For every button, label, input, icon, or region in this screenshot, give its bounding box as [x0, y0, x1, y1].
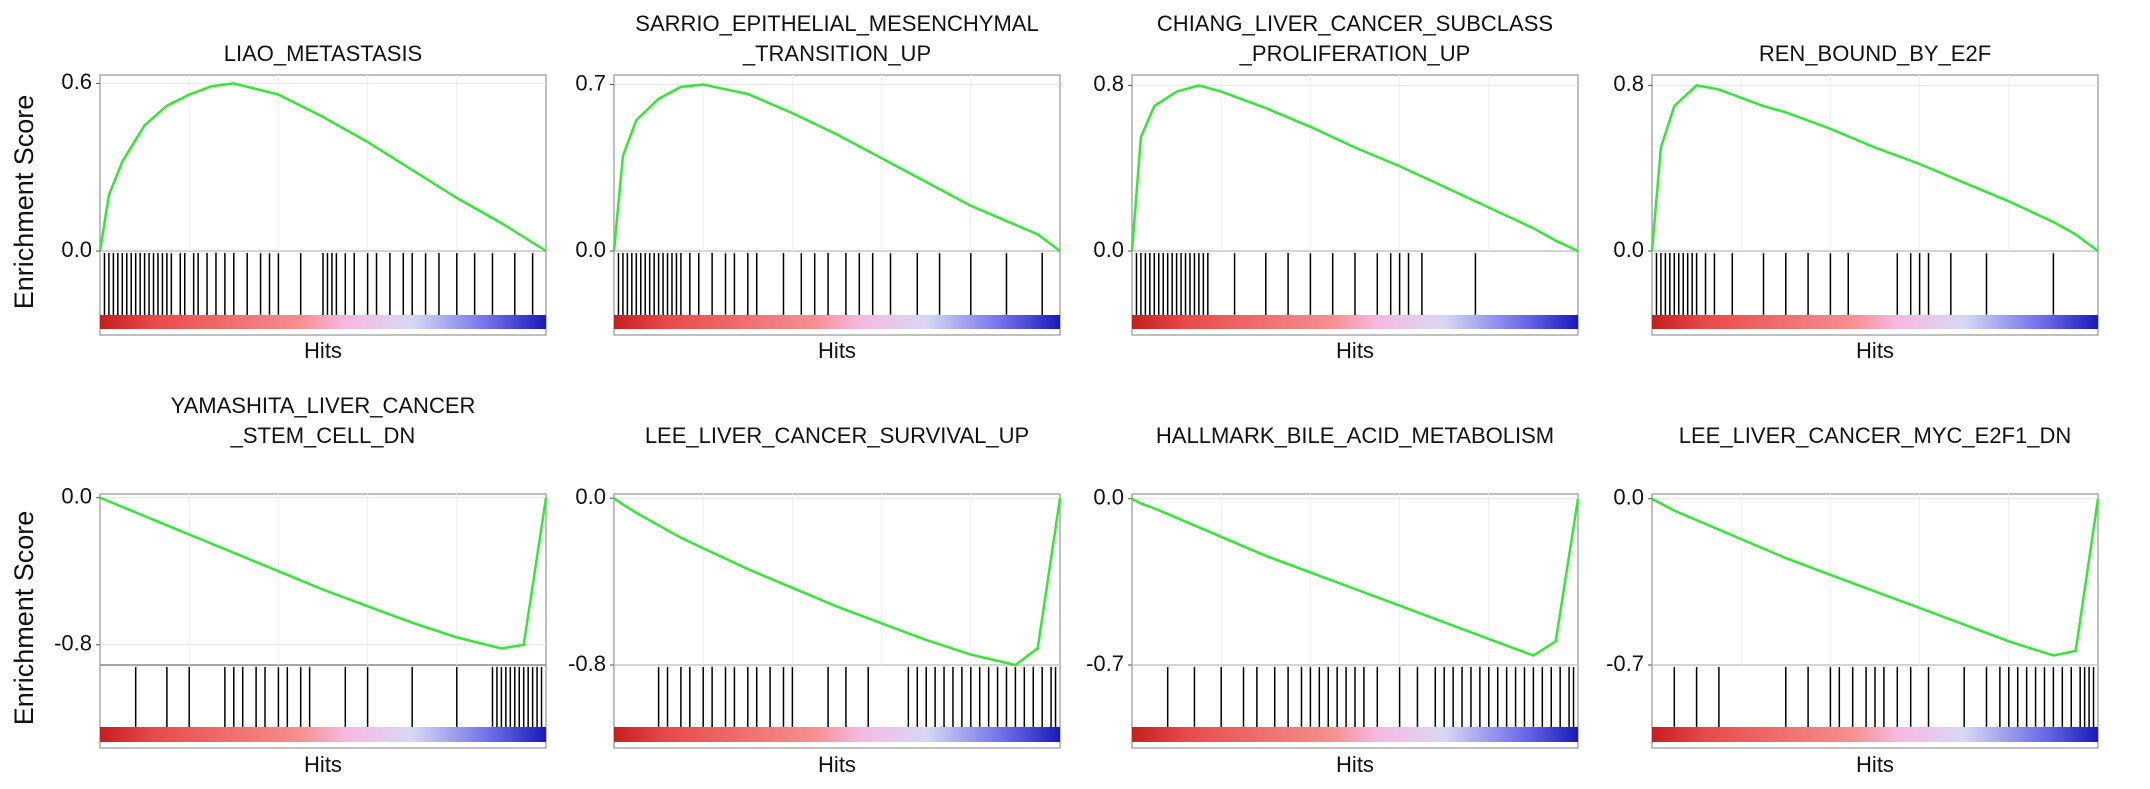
- chart-title: _STEM_CELL_DN: [230, 423, 416, 448]
- y-tick-label: 0.6: [61, 69, 92, 94]
- chart-title: LIAO_METASTASIS: [224, 41, 422, 66]
- y-tick-label: 0.0: [61, 483, 92, 508]
- y-tick-label: 0.8: [1613, 71, 1644, 96]
- enrichment-curve: [613, 497, 1062, 667]
- y-tick-label: -0.7: [1606, 651, 1644, 676]
- rank-colorbar: [100, 315, 546, 329]
- plot-frame: [99, 74, 547, 336]
- plot-frame: [1131, 493, 1579, 749]
- rank-colorbar: [1652, 315, 2098, 329]
- x-axis-label: Hits: [1336, 752, 1374, 777]
- enrichment-curve: [99, 496, 548, 650]
- enrichment-curve: [98, 82, 547, 253]
- x-axis-label: Hits: [1336, 338, 1374, 363]
- chart-title: YAMASHITA_LIVER_CANCER: [171, 393, 476, 418]
- y-tick-label: -0.7: [1086, 651, 1124, 676]
- y-tick-label: 0.0: [575, 237, 606, 262]
- chart-title: _TRANSITION_UP: [742, 41, 931, 66]
- enrichment-curve: [612, 83, 1061, 253]
- chart-title: SARRIO_EPITHELIAL_MESENCHYMAL: [635, 11, 1038, 36]
- rank-colorbar: [1132, 727, 1578, 742]
- plot-frame: [613, 74, 1061, 336]
- rank-colorbar: [614, 727, 1060, 742]
- x-axis-label: Hits: [818, 338, 856, 363]
- y-tick-label: 0.8: [1093, 71, 1124, 96]
- plot-frame: [1651, 74, 2099, 336]
- chart-title: REN_BOUND_BY_E2F: [1759, 41, 1991, 66]
- x-axis-label: Hits: [304, 752, 342, 777]
- chart-title: _PROLIFERATION_UP: [1239, 41, 1471, 66]
- rank-colorbar: [1132, 315, 1578, 329]
- rank-colorbar: [1652, 727, 2098, 742]
- enrichment-curve: [1650, 84, 2099, 253]
- plot-frame: [99, 493, 547, 749]
- y-axis-label: Enrichment Score: [9, 95, 39, 310]
- chart-title: CHIANG_LIVER_CANCER_SUBCLASS: [1157, 11, 1553, 36]
- rank-colorbar: [100, 727, 546, 742]
- x-axis-label: Hits: [1856, 752, 1894, 777]
- chart-title: LEE_LIVER_CANCER_MYC_E2F1_DN: [1679, 423, 2072, 448]
- y-tick-label: 0.0: [1093, 237, 1124, 262]
- x-axis-label: Hits: [818, 752, 856, 777]
- plot-frame: [1131, 74, 1579, 336]
- x-axis-label: Hits: [1856, 338, 1894, 363]
- y-tick-label: 0.0: [1093, 485, 1124, 510]
- y-tick-label: 0.7: [575, 70, 606, 95]
- y-tick-label: 0.0: [61, 237, 92, 262]
- chart-title: LEE_LIVER_CANCER_SURVIVAL_UP: [645, 423, 1029, 448]
- chart-title: HALLMARK_BILE_ACID_METABOLISM: [1156, 423, 1554, 448]
- x-axis-label: Hits: [304, 338, 342, 363]
- rank-colorbar: [614, 315, 1060, 329]
- y-axis-label: Enrichment Score: [9, 511, 39, 726]
- enrichment-curve: [1130, 84, 1579, 253]
- plot-frame: [1651, 493, 2099, 749]
- y-tick-label: -0.8: [568, 651, 606, 676]
- enrichment-curve: [1651, 497, 2100, 657]
- plot-frame: [613, 493, 1061, 749]
- y-tick-label: 0.0: [1613, 237, 1644, 262]
- y-tick-label: 0.0: [575, 484, 606, 509]
- y-tick-label: 0.0: [1613, 485, 1644, 510]
- y-tick-label: -0.8: [54, 631, 92, 656]
- enrichment-curve: [1131, 497, 1580, 657]
